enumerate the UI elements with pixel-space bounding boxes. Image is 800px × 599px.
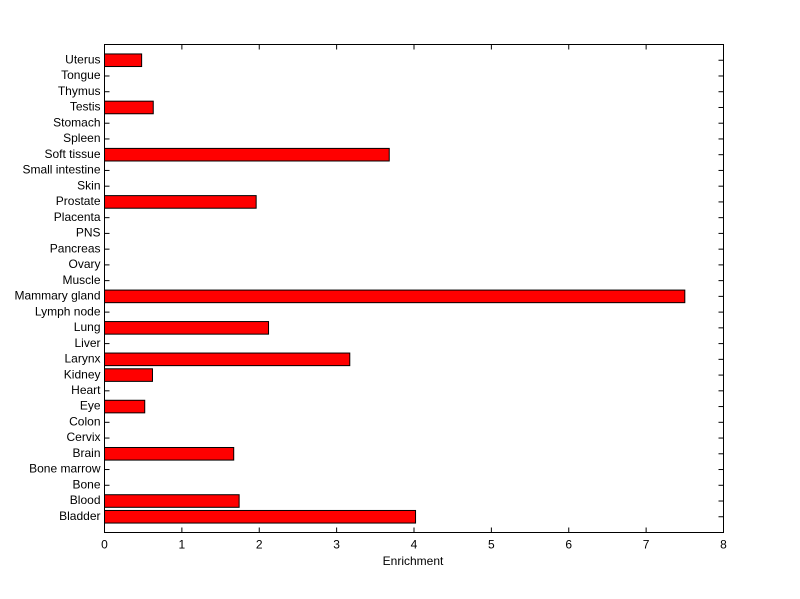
y-tick-label: Blood bbox=[70, 493, 101, 507]
x-tick-label: 0 bbox=[101, 538, 108, 552]
x-tick-label: 1 bbox=[179, 538, 186, 552]
x-tick-label: 2 bbox=[256, 538, 263, 552]
bar bbox=[104, 100, 154, 115]
y-tick-label: Brain bbox=[72, 446, 100, 460]
x-tick-label: 8 bbox=[720, 538, 727, 552]
y-tick-label: Tongue bbox=[61, 68, 101, 82]
y-tick-label: Skin bbox=[77, 178, 100, 192]
bar bbox=[104, 446, 235, 461]
y-tick-label: Ovary bbox=[68, 257, 100, 271]
x-tick-label: 3 bbox=[333, 538, 340, 552]
y-tick-label: Small intestine bbox=[22, 163, 100, 177]
bar bbox=[104, 352, 351, 367]
x-tick-label: 7 bbox=[643, 538, 650, 552]
bar bbox=[104, 399, 146, 414]
bar bbox=[104, 53, 143, 68]
y-tick-label: Lung bbox=[74, 320, 101, 334]
y-tick-label: Uterus bbox=[65, 52, 100, 66]
y-tick-label: Bone bbox=[72, 477, 100, 491]
y-tick-label: Bladder bbox=[59, 509, 100, 523]
bar bbox=[104, 321, 270, 335]
bar bbox=[104, 368, 153, 382]
y-tick-label: Larynx bbox=[64, 352, 100, 366]
bar bbox=[104, 494, 240, 508]
y-tick-label: Lymph node bbox=[35, 304, 101, 318]
bar bbox=[104, 195, 257, 209]
y-tick-label: Spleen bbox=[63, 131, 100, 145]
x-tick-label: 5 bbox=[488, 538, 495, 552]
y-tick-label: Pancreas bbox=[50, 241, 101, 255]
y-tick-label: Soft tissue bbox=[44, 147, 100, 161]
y-tick-label: Liver bbox=[74, 336, 100, 350]
y-tick-label: Cervix bbox=[66, 430, 100, 444]
bar bbox=[104, 509, 417, 524]
y-tick-label: Prostate bbox=[56, 194, 101, 208]
bar bbox=[104, 147, 390, 162]
y-tick-label: Thymus bbox=[58, 84, 101, 98]
y-tick-label: Colon bbox=[69, 414, 100, 428]
y-tick-label: Mammary gland bbox=[14, 289, 100, 303]
y-tick-label: Eye bbox=[80, 399, 101, 413]
y-tick-label: Muscle bbox=[62, 273, 100, 287]
y-tick-label: Stomach bbox=[53, 115, 100, 129]
y-tick-label: Kidney bbox=[64, 367, 101, 381]
x-axis-label: Enrichment bbox=[383, 554, 444, 568]
y-tick-label: PNS bbox=[76, 226, 101, 240]
y-tick-label: Testis bbox=[70, 100, 101, 114]
x-tick-label: 6 bbox=[565, 538, 572, 552]
x-tick-label: 4 bbox=[411, 538, 418, 552]
y-tick-label: Placenta bbox=[54, 210, 101, 224]
y-tick-label: Bone marrow bbox=[29, 462, 101, 476]
y-tick-label: Heart bbox=[71, 383, 101, 397]
bar bbox=[104, 289, 686, 304]
